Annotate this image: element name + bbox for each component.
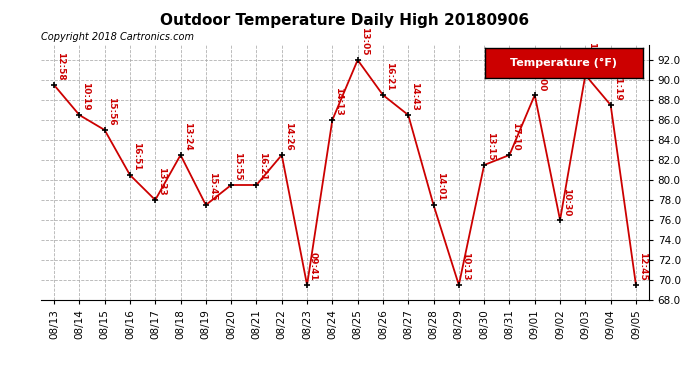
Text: 16:21: 16:21 (385, 62, 394, 91)
Text: 10:30: 10:30 (562, 188, 571, 216)
Text: 14:45: 14:45 (587, 42, 596, 71)
Text: Copyright 2018 Cartronics.com: Copyright 2018 Cartronics.com (41, 33, 195, 42)
Text: 14:26: 14:26 (284, 122, 293, 151)
Text: 14:43: 14:43 (411, 82, 420, 111)
Text: 15:55: 15:55 (233, 152, 242, 181)
Text: 12:58: 12:58 (56, 53, 65, 81)
Text: 11:19: 11:19 (613, 72, 622, 101)
Text: 13:33: 13:33 (157, 167, 166, 196)
Text: 16:00: 16:00 (537, 63, 546, 91)
Text: 12:45: 12:45 (638, 252, 647, 281)
Text: 10:19: 10:19 (81, 82, 90, 111)
Text: 14:13: 14:13 (335, 87, 344, 116)
Text: 13:05: 13:05 (359, 27, 368, 56)
Text: 15:56: 15:56 (107, 98, 116, 126)
Text: 13:24: 13:24 (183, 122, 192, 151)
Text: 17:10: 17:10 (511, 122, 520, 151)
Text: 10:13: 10:13 (461, 252, 470, 281)
Text: 15:45: 15:45 (208, 172, 217, 201)
Text: 16:21: 16:21 (259, 152, 268, 181)
Text: 13:15: 13:15 (486, 132, 495, 161)
Text: 14:01: 14:01 (435, 172, 444, 201)
Text: 09:41: 09:41 (309, 252, 318, 281)
Text: Outdoor Temperature Daily High 20180906: Outdoor Temperature Daily High 20180906 (161, 13, 529, 28)
Text: 16:51: 16:51 (132, 142, 141, 171)
